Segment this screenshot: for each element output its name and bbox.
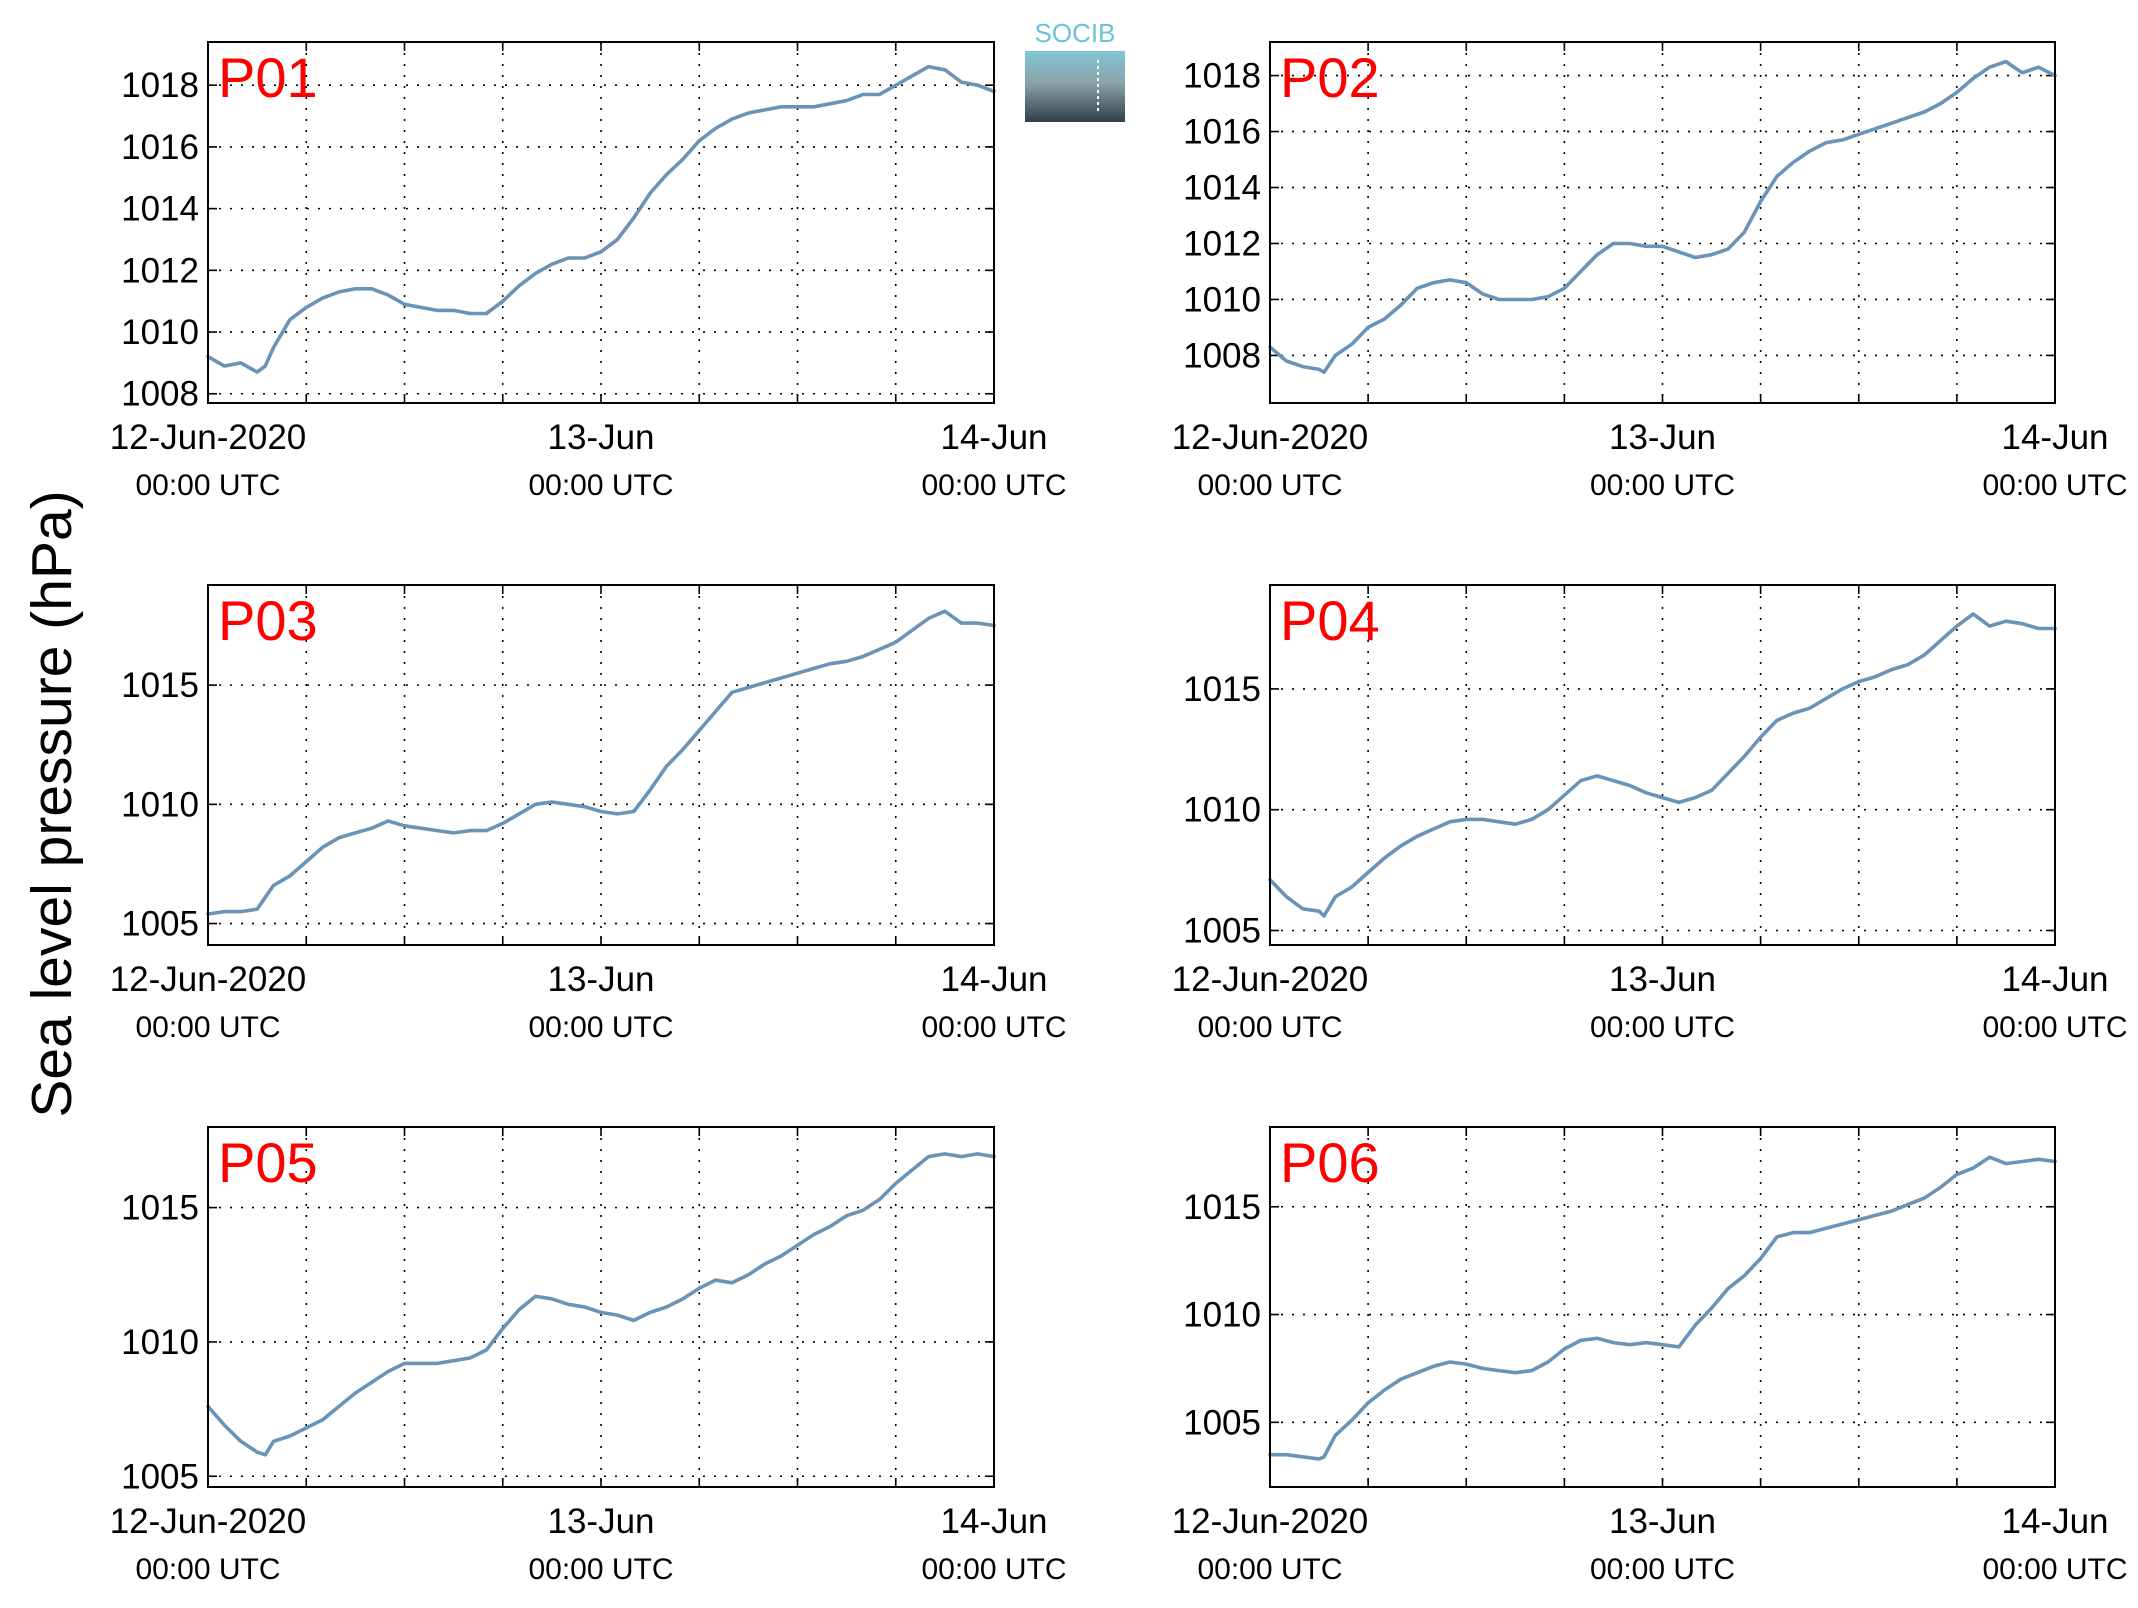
panel-label: P03 (218, 589, 318, 652)
x-tick-label: 12-Jun-2020 (1172, 1502, 1369, 1541)
y-tick-label: 1005 (1183, 1403, 1261, 1442)
x-tick-sublabel: 00:00 UTC (135, 469, 280, 502)
x-tick-sublabel: 00:00 UTC (1590, 1553, 1735, 1586)
axes-frame (207, 584, 995, 946)
y-tick-label: 1005 (121, 1457, 199, 1496)
series-line-p03 (206, 609, 996, 916)
x-tick-label: 14-Jun (2001, 418, 2108, 457)
x-tick-label: 12-Jun-2020 (1172, 418, 1369, 457)
x-tick-label: 14-Jun (940, 418, 1047, 457)
x-tick-sublabel: 00:00 UTC (921, 1011, 1066, 1044)
x-tick-label: 12-Jun-2020 (110, 418, 307, 457)
chart-panel-p02: 1008 1010 1012 1014 1016 1018 12-Jun-2020 00:00… (1172, 41, 2128, 502)
y-tick-label: 1010 (1183, 280, 1261, 319)
x-tick-sublabel: 00:00 UTC (1590, 1011, 1735, 1044)
y-tick-label: 1008 (1183, 336, 1261, 375)
socib-logo-text: SOCIB (1035, 18, 1116, 48)
x-tick-label: 14-Jun (940, 1502, 1047, 1541)
y-tick-label: 1018 (1183, 57, 1261, 96)
y-tick-label: 1016 (1183, 113, 1261, 152)
y-tick-label: 1010 (121, 313, 199, 352)
x-tick-label: 13-Jun (1609, 960, 1716, 999)
x-tick-sublabel: 00:00 UTC (921, 469, 1066, 502)
x-tick-sublabel: 00:00 UTC (1982, 1011, 2127, 1044)
panel-label: P04 (1280, 589, 1380, 652)
series-line-p01 (206, 64, 996, 374)
x-tick-sublabel: 00:00 UTC (1197, 469, 1342, 502)
axes-frame (207, 1126, 995, 1488)
x-tick-label: 14-Jun (2001, 1502, 2108, 1541)
y-tick-label: 1005 (1183, 912, 1261, 951)
x-tick-sublabel: 00:00 UTC (528, 469, 673, 502)
socib-logo: SOCIB (1025, 18, 1125, 122)
x-tick-sublabel: 00:00 UTC (528, 1011, 673, 1044)
x-tick-label: 14-Jun (940, 960, 1047, 999)
x-tick-sublabel: 00:00 UTC (528, 1553, 673, 1586)
x-tick-sublabel: 00:00 UTC (1982, 1553, 2127, 1586)
y-tick-label: 1010 (1183, 791, 1261, 830)
y-tick-label: 1010 (121, 1323, 199, 1362)
y-tick-label: 1005 (121, 905, 199, 944)
x-tick-sublabel: 00:00 UTC (921, 1553, 1066, 1586)
y-tick-label: 1012 (1183, 224, 1261, 263)
axes-frame (207, 41, 995, 404)
series-line-p06 (1268, 1155, 2057, 1461)
y-tick-label: 1012 (121, 251, 199, 290)
x-tick-sublabel: 00:00 UTC (1982, 469, 2127, 502)
x-tick-sublabel: 00:00 UTC (1197, 1553, 1342, 1586)
panel-label: P06 (1280, 1131, 1380, 1194)
chart-panel-p06: 1005 1010 1015 12-Jun-2020 00:00 UTC 13-Jun 00… (1172, 1126, 2128, 1586)
series-line-p02 (1268, 59, 2057, 374)
x-tick-label: 12-Jun-2020 (110, 1502, 307, 1541)
axes-frame (1269, 584, 2056, 946)
panel-label: P02 (1280, 46, 1380, 109)
axes-frame (1269, 1126, 2056, 1488)
y-tick-label: 1008 (121, 375, 199, 414)
y-tick-label: 1015 (121, 1189, 199, 1228)
x-tick-sublabel: 00:00 UTC (135, 1011, 280, 1044)
x-tick-label: 13-Jun (547, 960, 654, 999)
panel-label: P05 (218, 1131, 318, 1194)
x-tick-label: 12-Jun-2020 (1172, 960, 1369, 999)
y-tick-label: 1010 (1183, 1296, 1261, 1335)
axes-frame (1269, 41, 2056, 404)
panel-label: P01 (218, 46, 318, 109)
x-tick-label: 13-Jun (547, 418, 654, 457)
x-tick-sublabel: 00:00 UTC (1197, 1011, 1342, 1044)
series-line-p05 (206, 1152, 996, 1457)
x-tick-label: 13-Jun (1609, 418, 1716, 457)
x-tick-label: 12-Jun-2020 (110, 960, 307, 999)
chart-panel-p03: 1005 1010 1015 12-Jun-2020 00:00 UTC 13-Jun 00… (110, 584, 1067, 1044)
y-tick-label: 1015 (1183, 670, 1261, 709)
x-tick-label: 13-Jun (1609, 1502, 1716, 1541)
y-tick-label: 1018 (121, 66, 199, 105)
chart-panel-p04: 1005 1010 1015 12-Jun-2020 00:00 UTC 13-Jun 00… (1172, 584, 2128, 1044)
y-tick-label: 1014 (1183, 169, 1261, 208)
y-tick-label: 1016 (121, 128, 199, 167)
chart-panel-p05: 1005 1010 1015 12-Jun-2020 00:00 UTC 13-Jun 00… (110, 1126, 1067, 1586)
y-tick-label: 1015 (1183, 1188, 1261, 1227)
x-tick-label: 13-Jun (547, 1502, 654, 1541)
y-tick-label: 1015 (121, 666, 199, 705)
x-tick-sublabel: 00:00 UTC (1590, 469, 1735, 502)
series-line-p04 (1268, 612, 2057, 918)
y-tick-label: 1014 (121, 190, 199, 229)
chart-panel-p01: 1008 1010 1012 1014 1016 1018 12-Jun-2020 00:00… (110, 41, 1067, 502)
y-tick-label: 1010 (121, 785, 199, 824)
x-tick-label: 14-Jun (2001, 960, 2108, 999)
x-tick-sublabel: 00:00 UTC (135, 1553, 280, 1586)
